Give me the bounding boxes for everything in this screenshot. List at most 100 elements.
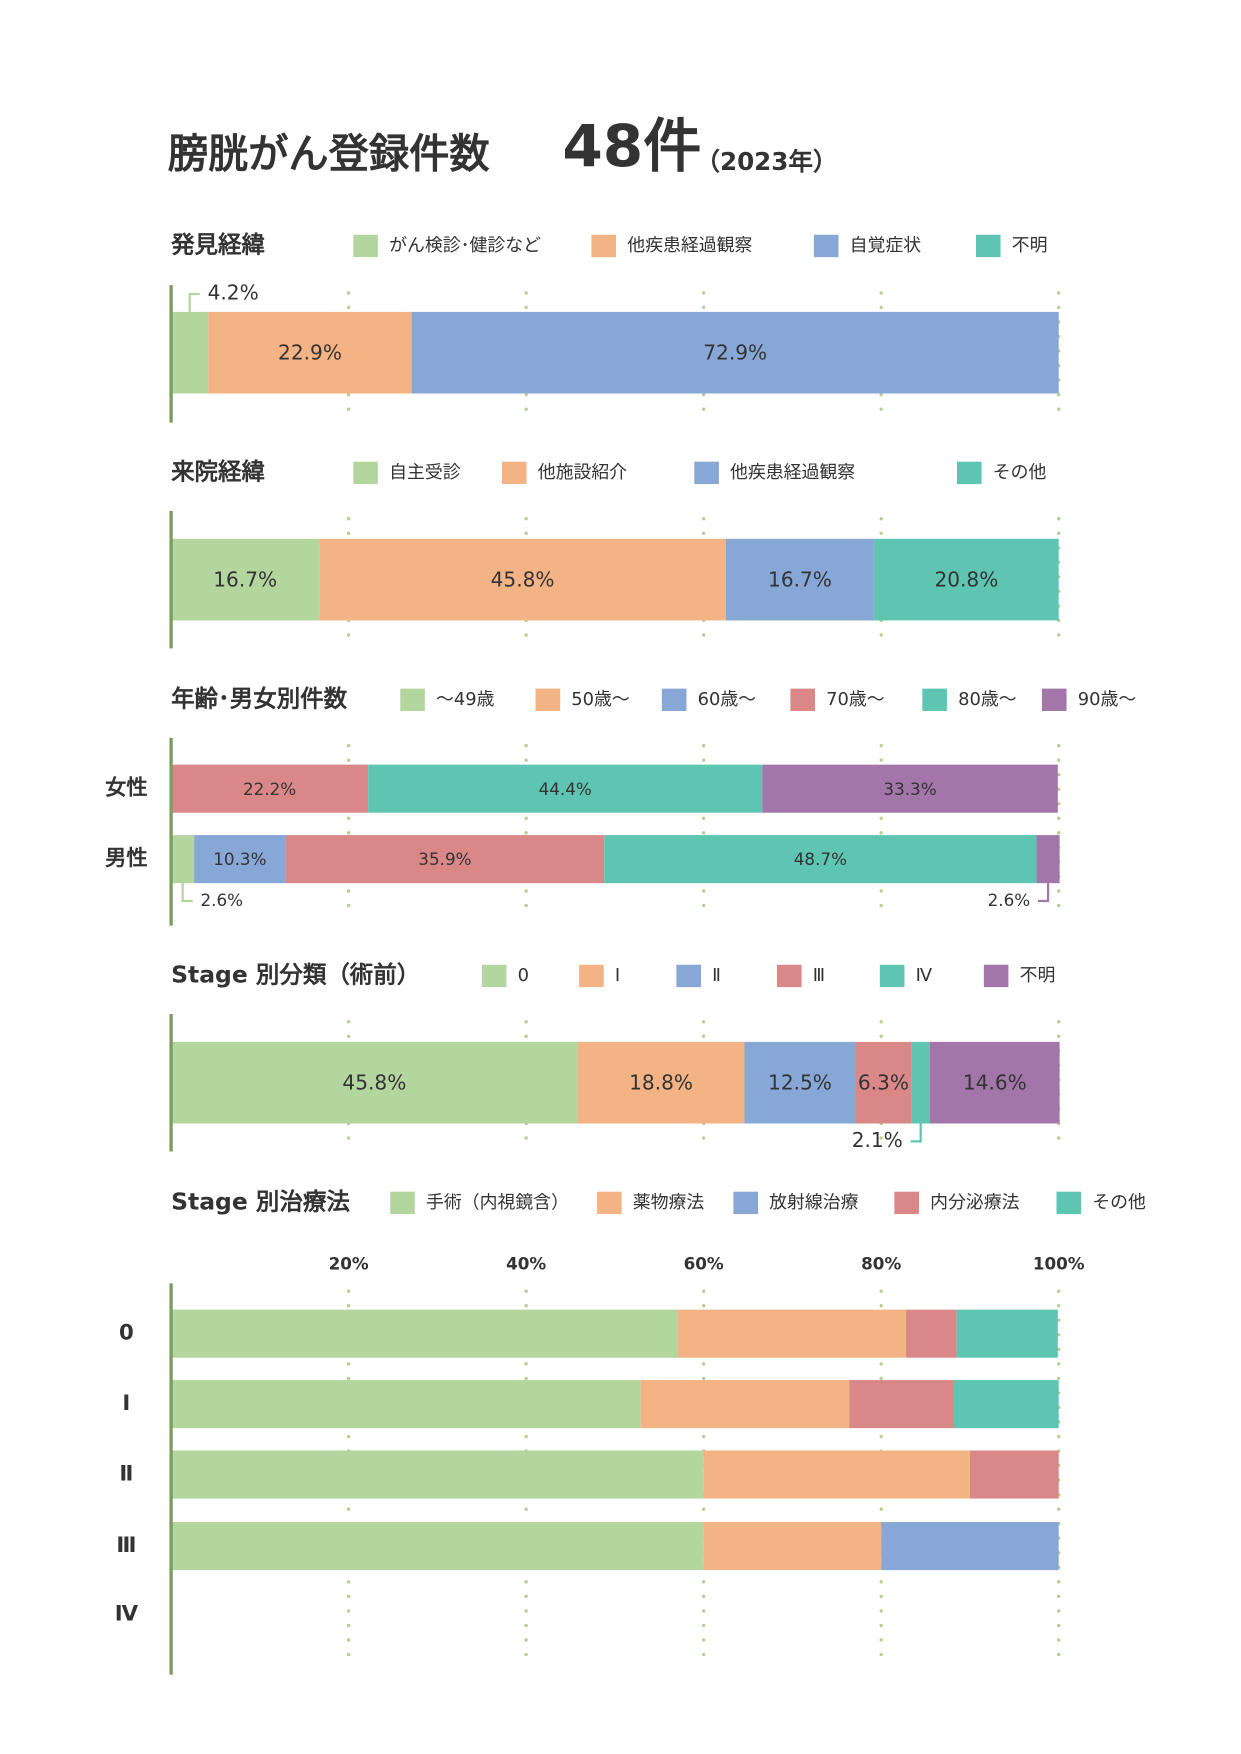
value-label: 12.5% [768,1070,832,1094]
legend-swatch [983,964,1009,988]
row-label: Ⅳ [115,1601,139,1626]
value-label: 2.1% [852,1128,903,1152]
bar-segment [368,764,763,813]
legend-swatch [790,688,816,711]
chart-title: 年齢･男女別件数 [171,684,348,712]
legend-label: 不明 [1012,235,1048,256]
value-label: 22.2% [243,779,296,799]
row-label: Ⅰ [122,1391,130,1416]
legend-swatch [390,1191,415,1215]
label-leader [181,883,193,903]
row-label: Ⅱ [119,1462,133,1487]
chart-title: 来院経緯 [171,457,265,485]
bar-segment [411,311,1059,394]
legend-swatch [879,964,905,988]
row-label: 0 [119,1321,134,1346]
value-label: 16.7% [213,567,277,591]
value-label: 44.4% [539,779,592,799]
legend-label: 他疾患経過観察 [627,235,752,256]
value-label: 16.7% [768,567,832,591]
value-label: 20.8% [934,567,998,591]
value-label: 35.9% [418,849,471,869]
bar-segment [171,538,320,621]
legend-label: 放射線治療 [769,1192,858,1213]
legend-label: 50歳～ [571,689,630,710]
bar-segment [906,1309,957,1358]
bar-segment [208,311,412,394]
legend-label: 0 [518,965,529,986]
bar-segment [911,1041,931,1124]
bar-segment [171,764,369,813]
legend-label: Ⅳ [916,965,933,986]
legend-swatch [922,688,947,711]
value-label: 45.8% [491,567,555,591]
bar-segment [171,1522,704,1571]
label-leader [910,1123,922,1143]
bar-segment [953,1380,1059,1429]
value-label: 45.8% [342,1070,406,1094]
bar-segment [762,764,1058,813]
bar-segment [703,1450,970,1499]
x-tick-label: 20% [329,1253,369,1273]
value-label: 4.2% [208,281,259,305]
bar-segment [725,538,875,621]
legend-label: その他 [993,462,1047,483]
legend-swatch [1056,1191,1082,1215]
value-label: 22.9% [278,340,342,364]
bar-segment [171,835,195,884]
bar-segment [171,311,209,394]
legend-swatch [597,1191,622,1215]
legend-label: がん検診･健診など [389,235,541,256]
bar-segment [744,1041,856,1124]
value-label: 72.9% [703,340,767,364]
bar-segment [640,1380,850,1429]
legend-label: 不明 [1020,965,1056,986]
bar-segment [956,1309,1058,1358]
legend-label: 自主受診 [389,462,461,483]
chart-title: Stage 別分類（術前） [171,960,420,988]
legend-swatch [502,461,527,485]
legend-swatch [733,1191,759,1215]
legend-label: 90歳～ [1078,689,1137,710]
value-label: 10.3% [213,849,266,869]
bar-segment [849,1380,954,1429]
bar-segment [171,1309,678,1358]
legend-label: 60歳～ [698,689,757,710]
legend-label: その他 [1092,1192,1146,1213]
legend-label: Ⅰ [615,965,620,986]
legend-swatch [956,461,982,485]
legend-swatch [676,964,701,988]
bar-segment [171,1450,704,1499]
legend-swatch [894,1191,919,1215]
legend-swatch [813,234,839,258]
legend-swatch [400,688,425,711]
chart-title: 発見経緯 [170,230,265,258]
label-leader [188,292,200,312]
legend-swatch [975,234,1001,258]
legend-label: 80歳～ [958,689,1017,710]
value-label: 2.6% [201,890,244,910]
bar-segment [677,1309,907,1358]
legend-swatch [481,964,507,988]
legend-label: Ⅲ [813,965,825,986]
legend-label: 自覚症状 [850,235,922,256]
page-title: 膀胱がん登録件数 [168,132,491,178]
x-tick-label: 40% [506,1253,546,1273]
legend-label: 内分泌療法 [930,1192,1019,1213]
bar-segment [703,1522,882,1571]
legend-swatch [1041,688,1067,711]
bar-segment [171,1041,578,1124]
bar-segment [285,835,605,884]
legend-swatch [591,234,617,258]
legend-swatch [777,964,802,988]
x-tick-label: 80% [861,1253,901,1273]
bar-segment [319,538,726,621]
total-count: 48件 [562,112,701,180]
legend-label: 薬物療法 [633,1192,705,1213]
bar-segment [881,1522,1059,1571]
x-tick-label: 60% [684,1253,724,1273]
legend-label: 他施設紹介 [538,462,627,483]
legend-label: 70歳～ [826,689,885,710]
bar-segment [969,1450,1059,1499]
value-label: 48.7% [794,849,847,869]
